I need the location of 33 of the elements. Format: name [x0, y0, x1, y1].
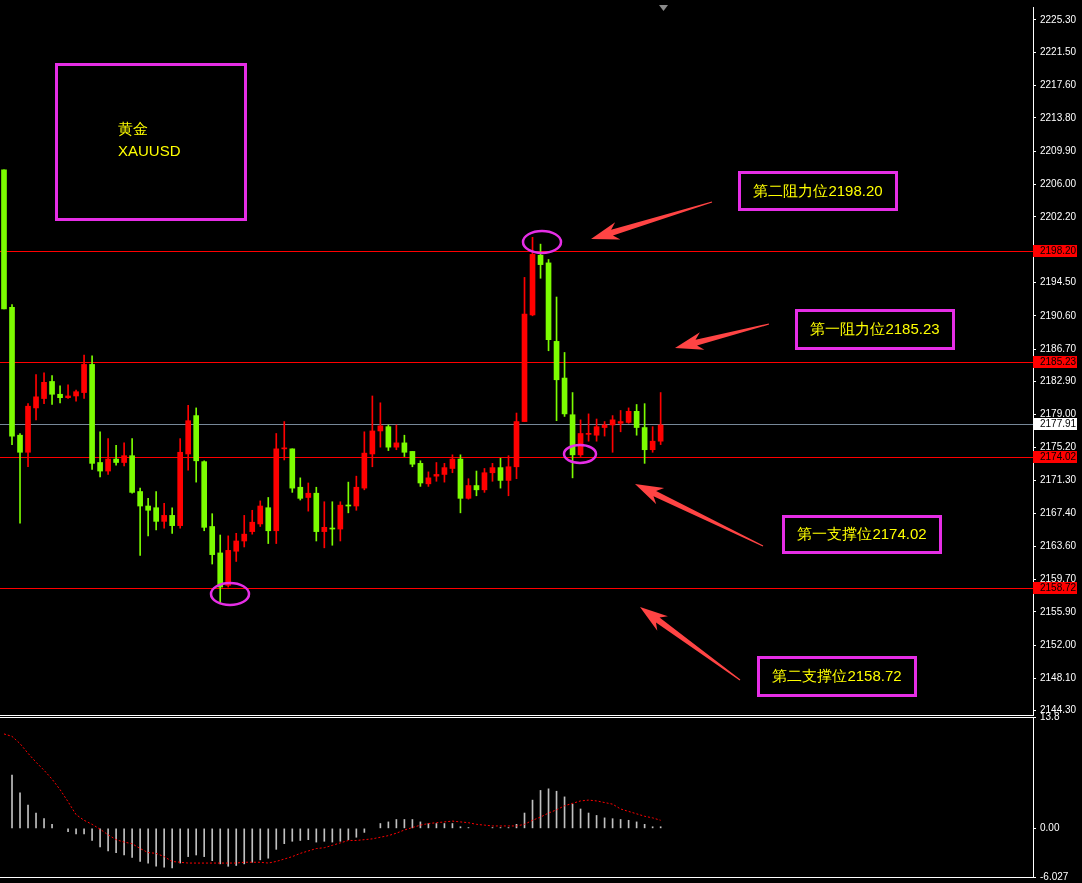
text: 黄金	[118, 120, 148, 137]
y-tick-label: 2221.50	[1040, 45, 1077, 57]
annotation: 第二支撑位2158.72	[772, 667, 902, 686]
y-tick-label: 2182.90	[1040, 375, 1077, 387]
ref-line-label: 2158.72	[1040, 582, 1077, 594]
annotation: 第一支撑位2174.02	[797, 525, 927, 544]
annotation: 第二阻力位2198.20	[753, 181, 883, 201]
y-tick-label: 2206.00	[1040, 178, 1077, 190]
y-tick-label: 2217.60	[1040, 79, 1077, 91]
y-tick-label: 2163.60	[1040, 539, 1077, 551]
y-tick-label: 2171.30	[1040, 474, 1077, 486]
y-tick-label: 2159.70	[1040, 573, 1077, 585]
y-tick-label: 2213.80	[1040, 111, 1077, 123]
ref-line-label: 2174.02	[1040, 451, 1077, 463]
y-tick-label: 2194.50	[1040, 276, 1077, 288]
ref-line-label: 2198.20	[1040, 245, 1077, 257]
y-tick-label: 2179.00	[1040, 408, 1077, 420]
y-tick-label: 0.00	[1040, 822, 1060, 834]
y-tick-label: 2209.90	[1040, 144, 1077, 156]
y-tick-label: 2190.60	[1040, 309, 1077, 321]
y-tick-label: 2175.20	[1040, 440, 1077, 452]
ref-line-label: 2177.91	[1040, 418, 1077, 430]
y-tick-label: 2148.10	[1040, 672, 1077, 684]
y-tick-label: 2167.40	[1040, 507, 1077, 519]
y-tick-label: 2202.20	[1040, 210, 1077, 222]
y-tick-label: 2225.30	[1040, 13, 1077, 25]
y-tick-label: 2155.90	[1040, 605, 1077, 617]
annotation: 第一阻力位2185.23	[810, 320, 940, 339]
text: XAUUSD	[118, 142, 181, 159]
ref-line-label: 2185.23	[1040, 356, 1077, 368]
y-tick-label: -6.027	[1040, 870, 1069, 882]
y-tick-label: 2152.00	[1040, 638, 1077, 650]
y-tick-label: 2186.70	[1040, 342, 1077, 354]
